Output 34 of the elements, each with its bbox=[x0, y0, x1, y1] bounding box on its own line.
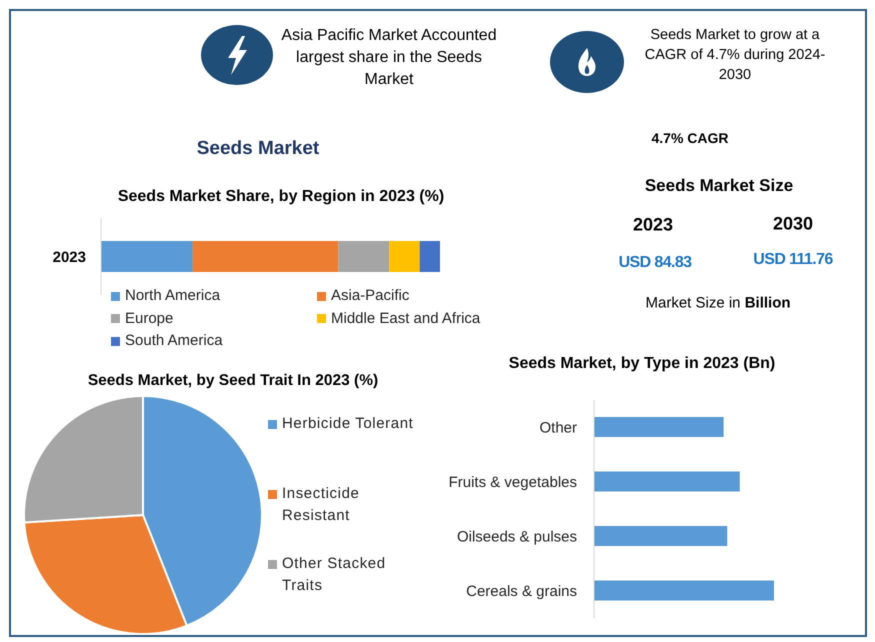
bar bbox=[338, 241, 390, 272]
text: Seeds Market Size bbox=[644, 176, 794, 196]
bar bbox=[101, 241, 193, 272]
legend-label: Herbicide Tolerant bbox=[282, 414, 414, 434]
legend-label: North America bbox=[125, 286, 220, 306]
chart-title: Seeds Market, by Seed Trait In 2023 (%) bbox=[88, 372, 378, 390]
legend-label: South America bbox=[125, 331, 223, 351]
text: Market Size in Billion bbox=[645, 294, 791, 312]
bar bbox=[420, 241, 440, 272]
legend-label: Asia-Pacific bbox=[331, 286, 410, 306]
y-tick-label: Oilseeds & pulses bbox=[456, 528, 577, 546]
text: USD 84.83 bbox=[618, 254, 692, 272]
bar bbox=[594, 526, 728, 546]
y-tick-label: Fruits & vegetables bbox=[448, 474, 577, 492]
text: Asia Pacific Market Accounted largest share in the Seeds Market bbox=[280, 26, 498, 90]
legend-label: Insecticide Resistant bbox=[282, 484, 360, 526]
chart-title: Seeds Market, by Type in 2023 (Bn) bbox=[508, 355, 776, 373]
bar bbox=[594, 472, 740, 492]
bar bbox=[389, 241, 420, 272]
legend-label: Europe bbox=[125, 308, 174, 328]
text: Seeds Market to grow at a CAGR of 4.7% during 2024-2030 bbox=[644, 26, 826, 85]
bar bbox=[192, 241, 338, 272]
y-tick-label: Cereals & grains bbox=[466, 583, 577, 600]
text: USD 111.76 bbox=[753, 251, 833, 269]
text: 2023 bbox=[632, 214, 674, 236]
chart-title: Seeds Market bbox=[196, 138, 320, 160]
y-tick-label: Other bbox=[539, 420, 578, 437]
bar bbox=[594, 580, 774, 600]
bar bbox=[594, 417, 724, 437]
legend-label: Other Stacked Traits bbox=[282, 554, 387, 596]
legend-label: Middle East and Africa bbox=[331, 308, 480, 328]
text: 2030 bbox=[772, 214, 814, 234]
text: 4.7% CAGR bbox=[651, 130, 729, 146]
chart-subtitle: Seeds Market Share, by Region in 2023 (%) bbox=[118, 188, 444, 206]
